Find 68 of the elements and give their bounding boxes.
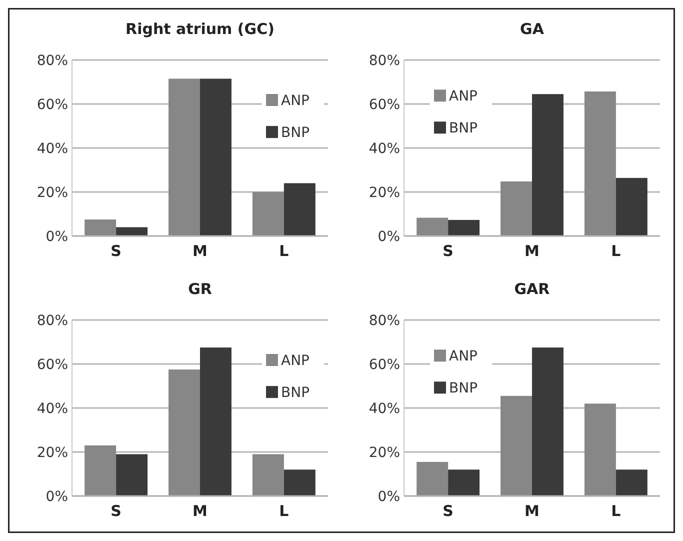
bar [416, 462, 448, 496]
y-tick-label: 0% [46, 228, 68, 245]
y-tick-label: 80% [368, 52, 400, 69]
x-tick-label: S [110, 502, 122, 520]
bar [416, 218, 448, 236]
y-tick-label: 60% [36, 96, 68, 113]
y-tick-label: 20% [368, 184, 400, 201]
x-tick-label: M [524, 242, 540, 260]
x-tick-label: L [611, 242, 622, 260]
legend-label: BNP [449, 120, 478, 136]
bar [448, 220, 480, 236]
x-tick-label: M [524, 502, 540, 520]
bar [84, 445, 116, 496]
bar [284, 183, 316, 236]
x-tick-label: L [611, 502, 622, 520]
legend-label: ANP [281, 352, 310, 369]
chart-title: Right atrium (GC) [126, 20, 274, 38]
bar [532, 94, 564, 236]
x-tick-label: L [279, 502, 290, 520]
y-tick-label: 20% [368, 444, 400, 461]
bar [252, 454, 284, 496]
y-tick-label: 40% [36, 400, 68, 417]
bar [116, 227, 148, 236]
bar [84, 220, 116, 236]
bar [116, 454, 148, 496]
legend-label: BNP [281, 124, 310, 141]
y-tick-label: 20% [36, 444, 68, 461]
bar [500, 181, 532, 236]
bar [616, 470, 648, 496]
bar [284, 470, 316, 496]
legend-label: BNP [449, 380, 478, 396]
x-tick-label: M [192, 502, 208, 520]
y-tick-label: 80% [368, 312, 400, 329]
y-tick-label: 40% [368, 140, 400, 157]
legend-label: ANP [281, 92, 310, 109]
y-tick-label: 60% [368, 96, 400, 113]
bar [252, 192, 284, 236]
legend-label: BNP [281, 384, 310, 401]
bar [500, 396, 532, 496]
x-tick-label: S [442, 242, 454, 260]
bar [448, 470, 480, 496]
x-tick-label: L [279, 242, 290, 260]
y-tick-label: 0% [378, 488, 400, 505]
y-tick-label: 40% [36, 140, 68, 157]
x-tick-label: M [192, 242, 208, 260]
bar [200, 348, 232, 496]
chart-title: GR [188, 280, 212, 298]
bar [168, 78, 200, 236]
bar [532, 348, 564, 496]
y-tick-label: 80% [36, 312, 68, 329]
bar [168, 370, 200, 496]
y-tick-label: 40% [368, 400, 400, 417]
bar [584, 91, 616, 236]
legend-label: ANP [449, 348, 478, 364]
y-tick-label: 20% [36, 184, 68, 201]
bar [200, 78, 232, 236]
y-tick-label: 0% [378, 228, 400, 245]
bar [584, 404, 616, 496]
legend-label: ANP [449, 88, 478, 104]
chart-title: GAR [514, 280, 550, 298]
y-tick-label: 60% [36, 356, 68, 373]
x-tick-label: S [110, 242, 122, 260]
y-tick-label: 0% [46, 488, 68, 505]
bar [616, 178, 648, 236]
x-tick-label: S [442, 502, 454, 520]
y-tick-label: 60% [368, 356, 400, 373]
chart-title: GA [520, 20, 544, 38]
y-tick-label: 80% [36, 52, 68, 69]
